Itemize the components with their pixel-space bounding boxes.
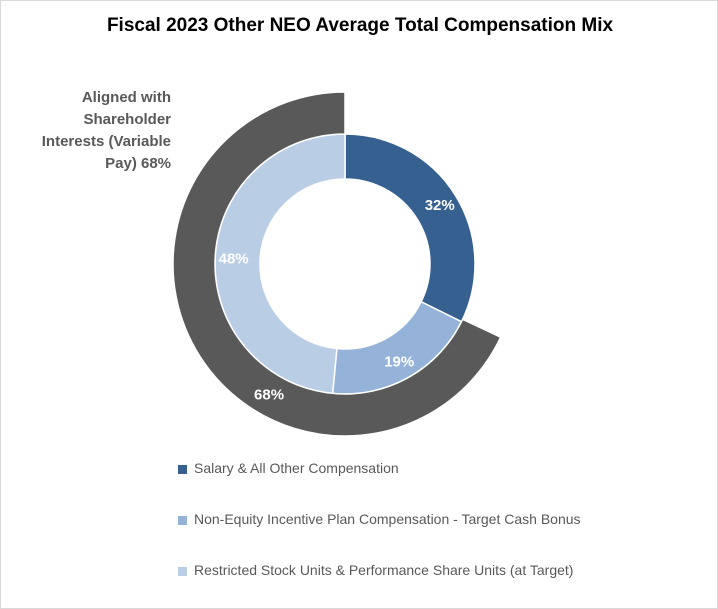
- chart-legend: Salary & All Other Compensation Non-Equi…: [178, 459, 698, 608]
- legend-item-cash-bonus: Non-Equity Incentive Plan Compensation -…: [178, 510, 698, 561]
- inner-slice-salary-all-other-compensation: [344, 133, 476, 323]
- outer-ring-annotation: Aligned with Shareholder Interests (Vari…: [41, 89, 171, 172]
- inner-slice-label-19: 19%: [384, 353, 414, 370]
- outer-slice-variable-pay: [172, 91, 502, 437]
- legend-swatch-stock-units: [178, 567, 187, 576]
- chart-title: Fiscal 2023 Other NEO Average Total Comp…: [106, 15, 614, 36]
- legend-swatch-salary: [178, 465, 187, 474]
- legend-label-stock-units: Restricted Stock Units & Performance Sha…: [194, 562, 574, 578]
- legend-swatch-cash-bonus: [178, 516, 187, 525]
- outer-slice-label-68: 68%: [254, 387, 284, 404]
- legend-label-salary: Salary & All Other Compensation: [194, 460, 399, 476]
- inner-slice-label-32: 32%: [425, 197, 455, 214]
- legend-label-cash-bonus: Non-Equity Incentive Plan Compensation -…: [194, 511, 581, 527]
- legend-item-stock-units: Restricted Stock Units & Performance Sha…: [178, 561, 698, 608]
- legend-item-salary: Salary & All Other Compensation: [178, 459, 698, 510]
- inner-slice-label-48: 48%: [219, 251, 249, 268]
